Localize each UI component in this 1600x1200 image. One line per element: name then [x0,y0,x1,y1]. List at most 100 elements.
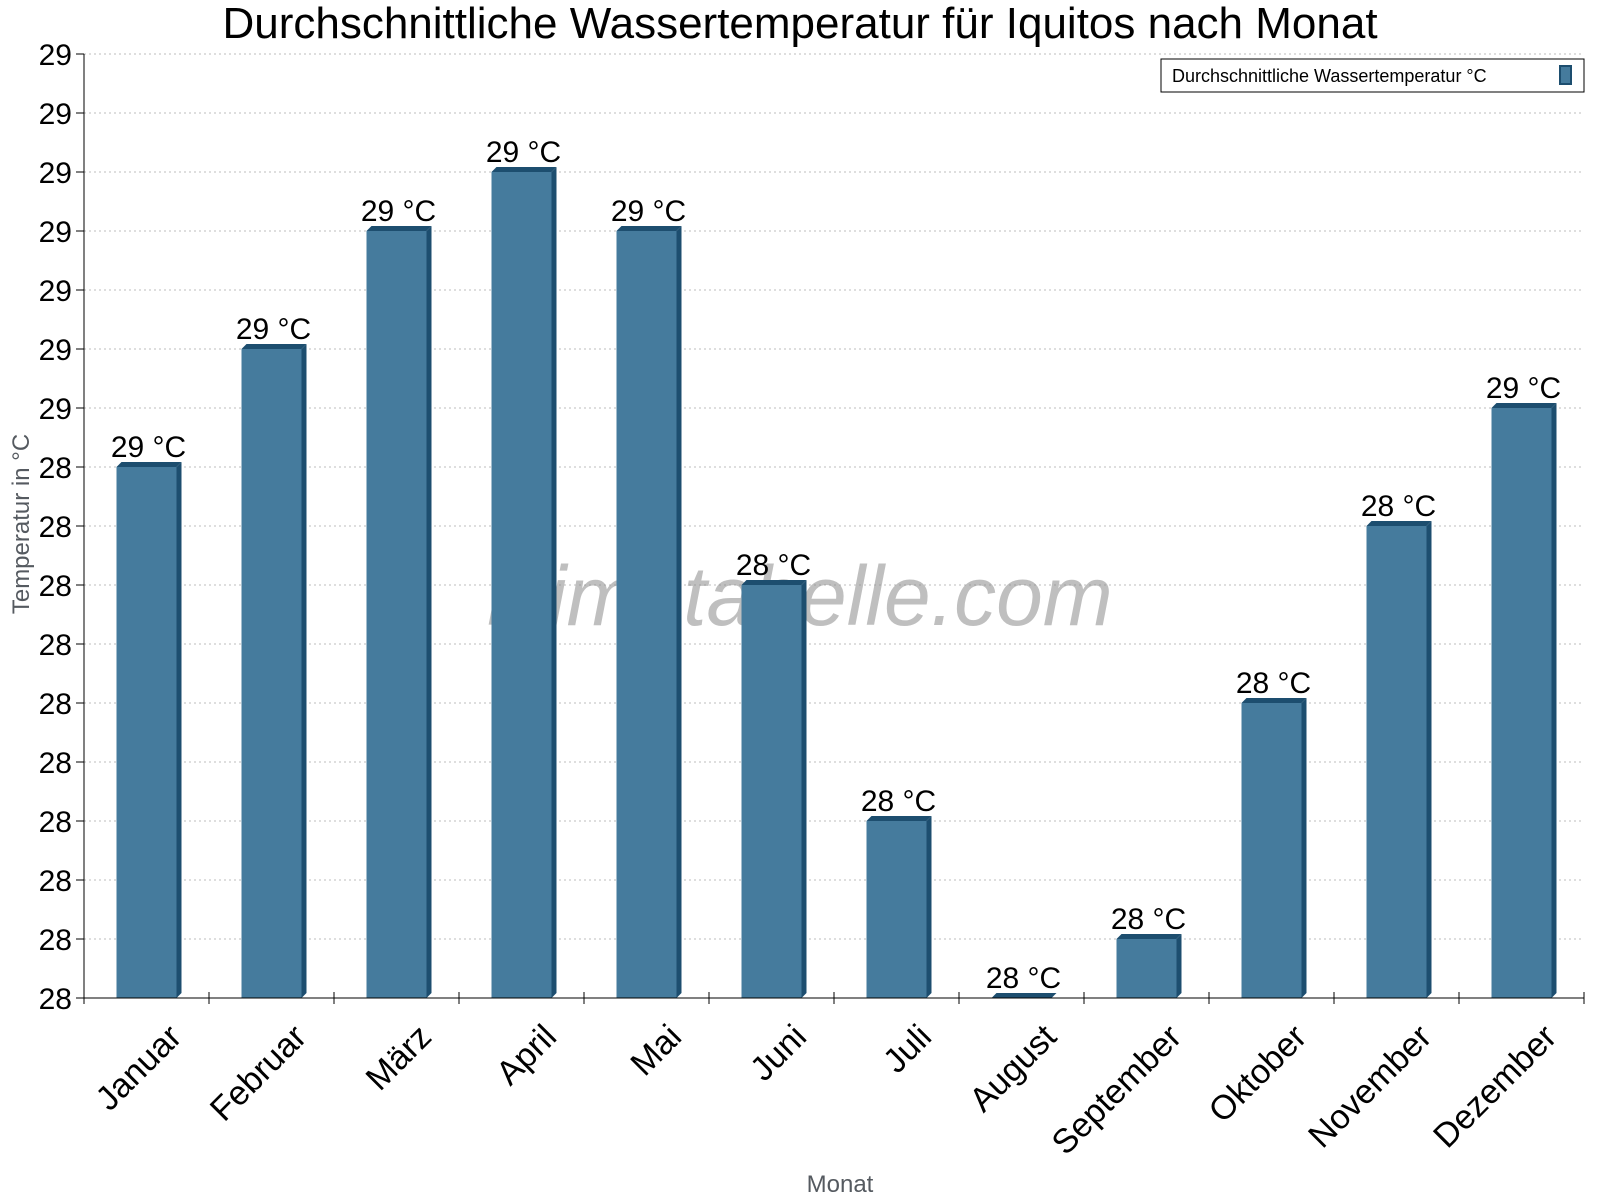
bar-april [491,167,557,998]
gridlines [84,53,1584,940]
bar-face [866,821,927,998]
chart-title: Durchschnittliche Wassertemperatur für I… [222,0,1377,48]
bar-top [616,226,682,231]
data-label: 28 °C [1236,667,1311,700]
x-tick-label: August [962,1017,1064,1119]
data-label: 29 °C [611,195,686,228]
x-tick-label: März [359,1018,439,1098]
bar-november [1366,521,1432,998]
x-tick-label: Februar [203,1018,314,1129]
y-tick-label: 29 [39,216,72,249]
y-tick-label: 28 [39,983,72,1016]
data-label: 29 °C [1486,372,1561,405]
y-tick-label: 29 [39,39,72,72]
x-tick-label: Juli [876,1018,939,1081]
y-tick-label: 29 [39,98,72,131]
y-tick-label: 29 [39,334,72,367]
bar-mai [616,226,682,998]
y-tick-label: 28 [39,747,72,780]
bar-side [1301,698,1307,998]
data-labels: 29 °C 29 °C 29 °C 29 °C 29 °C 28 °C 28 °C 28 °C… [111,136,1561,995]
y-tick-label: 28 [39,688,72,721]
y-tick-label: 29 [39,275,72,308]
data-label: 29 °C [236,313,311,346]
bar-face [1241,703,1302,998]
bar-top [991,993,1057,998]
bar-juni [741,580,807,998]
bar-face [1116,939,1177,998]
bar-face [491,172,552,998]
bar-side [801,580,807,998]
bar-top [1241,698,1307,703]
bar-side [1426,521,1432,998]
data-label: 29 °C [486,136,561,169]
x-tick-label: Mai [623,1018,689,1084]
bar-top [491,167,557,172]
y-tick-label: 28 [39,511,72,544]
y-tick-label: 28 [39,629,72,662]
bar-side [1551,403,1557,998]
x-tick-labels: Januar Februar März April Mai Juni Juli AugustS… [89,1017,1564,1162]
bar-top [741,580,807,585]
legend-box [1160,58,1585,93]
legend-swatch [1559,65,1572,85]
bar-top [366,226,432,231]
bar-side [1176,934,1182,998]
bar-februar [241,344,307,998]
bar-top [1116,934,1182,939]
y-axis-title: Temperatur in °C [8,434,35,614]
bar-face [1366,526,1427,998]
x-tick-label: Dezember [1426,1018,1564,1156]
bar-side [426,226,432,998]
bar-dezember [1491,403,1557,998]
bar-oktober [1241,698,1307,998]
x-axis-title: Monat [807,1171,874,1198]
x-tick-label: Juni [743,1018,814,1089]
x-tick-label: November [1301,1018,1439,1156]
bar-top [1366,521,1432,526]
bar-top [866,816,932,821]
bar-juli [866,816,932,998]
bar-januar [116,462,182,998]
bar-side [301,344,307,998]
bar-face [741,585,802,998]
y-tick-label: 28 [39,806,72,839]
bar-side [176,462,182,998]
bar-face [116,467,177,998]
bar-side [551,167,557,998]
bar-face [1491,408,1552,998]
bar-top [1491,403,1557,408]
legend-label: Durchschnittliche Wassertemperatur °C [1172,66,1487,86]
bar-top [116,462,182,467]
y-tick-label: 29 [39,157,72,190]
bar-side [926,816,932,998]
y-tick-label: 28 [39,865,72,898]
y-tick-label: 28 [39,452,72,485]
y-tick-labels: 28 28 28 28 28 28 28 28 28 28 29 29 29 29 29 29 29 [39,39,72,1016]
bars [116,167,1557,998]
data-label: 28 °C [1111,903,1186,936]
x-tick-label: Oktober [1202,1018,1314,1130]
legend: Durchschnittliche Wassertemperatur °C [1160,58,1585,93]
bar-face [616,231,677,998]
bar-side [676,226,682,998]
bar-top [241,344,307,349]
x-tick-label: Januar [89,1018,189,1118]
bar-face [241,349,302,998]
data-label: 28 °C [861,785,936,818]
bar-september [1116,934,1182,998]
axes [76,53,1585,1004]
bar-august [991,993,1057,998]
data-label: 29 °C [361,195,436,228]
y-tick-label: 28 [39,924,72,957]
data-label: 29 °C [111,431,186,464]
y-tick-label: 29 [39,393,72,426]
y-tick-label: 28 [39,570,72,603]
x-tick-label: April [489,1018,564,1093]
data-label: 28 °C [1361,490,1436,523]
data-label: 28 °C [986,962,1061,995]
x-tick-label: September [1045,1018,1189,1162]
data-label: 28 °C [736,549,811,582]
bar-märz [366,226,432,998]
